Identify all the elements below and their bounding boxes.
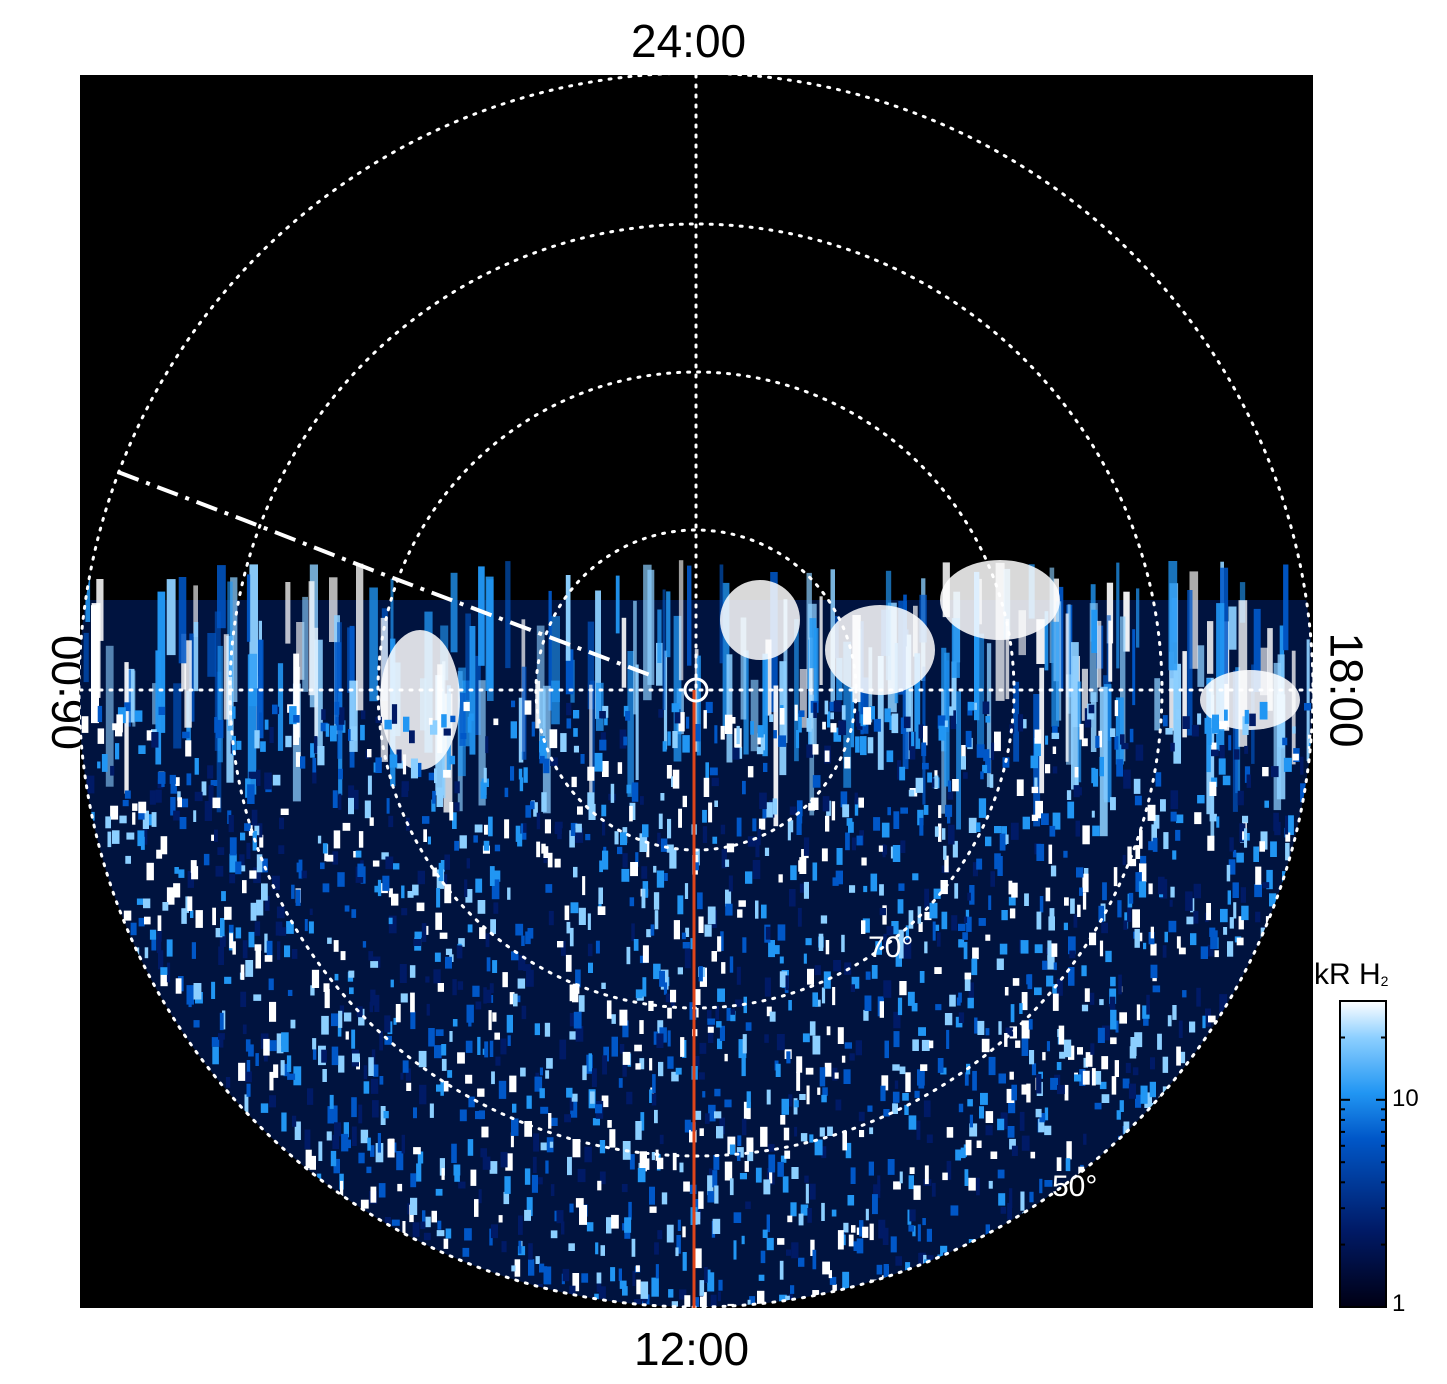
colorbar-title: kR H2 [1314,958,1388,992]
latitude-label-70: 70° [868,931,913,964]
latitude-circle [80,75,1313,1308]
pole-marker-icon [683,677,709,703]
local-time-label-noon: 12:00 [634,1323,750,1375]
colorbar-ticks [1340,1000,1386,1308]
colorbar [1339,1000,1387,1308]
colorbar-tick-label-10: 10 [1392,1085,1419,1112]
latitude-circle [534,528,858,852]
colorbar-title-text: kR H [1314,958,1381,991]
terminator-line [117,470,651,677]
latitude-circle [376,370,1016,1010]
colorbar-tick-label-1: 1 [1392,1290,1406,1317]
latitude-longitude-grid [80,75,1313,1308]
colorbar-title-subscript: 2 [1380,973,1389,989]
local-time-label-midnight: 24:00 [631,15,747,67]
latitude-label-50: 50° [1052,1170,1097,1203]
